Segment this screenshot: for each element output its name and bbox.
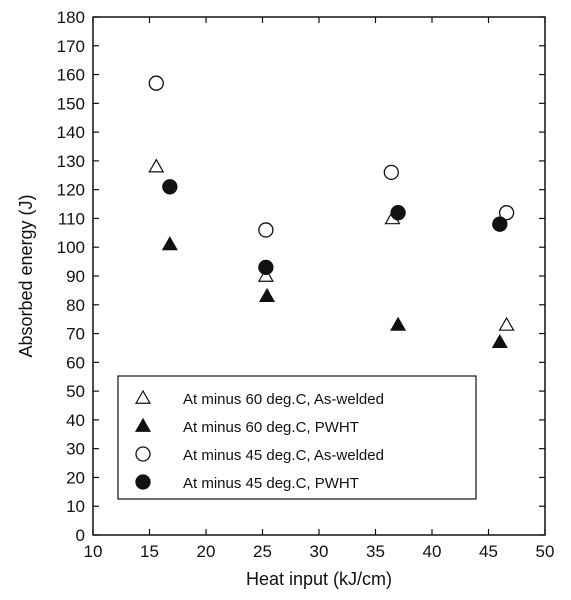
data-point-series-3 bbox=[383, 164, 399, 181]
x-tick-label: 25 bbox=[253, 542, 272, 561]
y-tick-label: 30 bbox=[66, 440, 85, 459]
data-point-series-3 bbox=[148, 75, 164, 91]
y-tick-label: 140 bbox=[57, 123, 85, 142]
y-tick-label: 10 bbox=[66, 497, 85, 516]
data-point-series-1 bbox=[498, 316, 515, 331]
data-point-series-2 bbox=[161, 236, 178, 251]
legend-label: At minus 45 deg.C, As-welded bbox=[183, 447, 384, 464]
y-tick-label: 70 bbox=[66, 325, 85, 344]
data-point-series-4 bbox=[390, 205, 406, 221]
data-point-series-3 bbox=[258, 222, 274, 238]
y-tick-label: 80 bbox=[66, 296, 85, 315]
legend-box bbox=[117, 375, 477, 500]
y-axis-title: Absorbed energy (J) bbox=[16, 194, 36, 357]
y-tick-label: 120 bbox=[57, 181, 85, 200]
x-tick-label: 15 bbox=[140, 542, 159, 561]
y-axis: 0 10 20 30 40 50 60 70 80 90 100 110 120 130 140 150 160… bbox=[57, 8, 545, 545]
data-point-series-2 bbox=[258, 287, 276, 302]
data-point-series-4 bbox=[258, 259, 274, 276]
legend: At minus 60 deg.C, As-welded At minus 60 … bbox=[117, 375, 477, 500]
data-point-series-4 bbox=[492, 216, 508, 232]
legend-marker-2 bbox=[134, 417, 152, 432]
y-tick-label: 170 bbox=[57, 37, 85, 56]
legend-marker-1 bbox=[134, 389, 152, 404]
data-points bbox=[148, 75, 515, 349]
data-point-series-3 bbox=[498, 205, 515, 221]
data-point-series-2 bbox=[390, 316, 407, 331]
y-tick-label: 130 bbox=[57, 152, 85, 171]
y-tick-label: 160 bbox=[57, 66, 85, 85]
y-tick-label: 20 bbox=[66, 468, 85, 487]
y-tick-label: 110 bbox=[58, 209, 85, 228]
data-point-series-1 bbox=[148, 158, 165, 173]
y-tick-label: 60 bbox=[66, 353, 85, 372]
y-tick-label: 180 bbox=[57, 8, 85, 27]
legend-label: At minus 60 deg.C, As-welded bbox=[183, 391, 384, 408]
y-tick-label: 150 bbox=[57, 94, 85, 113]
y-tick-label: 50 bbox=[66, 382, 85, 401]
y-tick-label: 100 bbox=[57, 238, 85, 257]
y-tick-label: 40 bbox=[66, 411, 85, 430]
x-tick-label: 50 bbox=[536, 542, 555, 561]
x-tick-label: 35 bbox=[366, 542, 385, 561]
x-tick-label: 45 bbox=[479, 542, 498, 561]
x-axis-title: Heat input (kJ/cm) bbox=[246, 569, 392, 589]
legend-marker-3 bbox=[135, 446, 151, 462]
x-tick-label: 30 bbox=[310, 542, 329, 561]
data-point-series-1 bbox=[257, 267, 274, 282]
x-tick-label: 20 bbox=[197, 542, 216, 561]
data-point-series-2 bbox=[491, 333, 508, 349]
x-axis: 10 15 20 25 30 35 40 45 50 bbox=[84, 17, 555, 561]
y-tick-label: 0 bbox=[76, 526, 85, 545]
data-point-series-4 bbox=[162, 179, 178, 195]
legend-marker-4 bbox=[135, 474, 151, 490]
legend-label: At minus 60 deg.C, PWHT bbox=[183, 419, 359, 436]
x-tick-label: 10 bbox=[84, 542, 103, 561]
legend-label: At minus 45 deg.C, PWHT bbox=[183, 475, 359, 492]
y-tick-label: 90 bbox=[66, 267, 85, 286]
x-tick-label: 40 bbox=[423, 542, 442, 561]
